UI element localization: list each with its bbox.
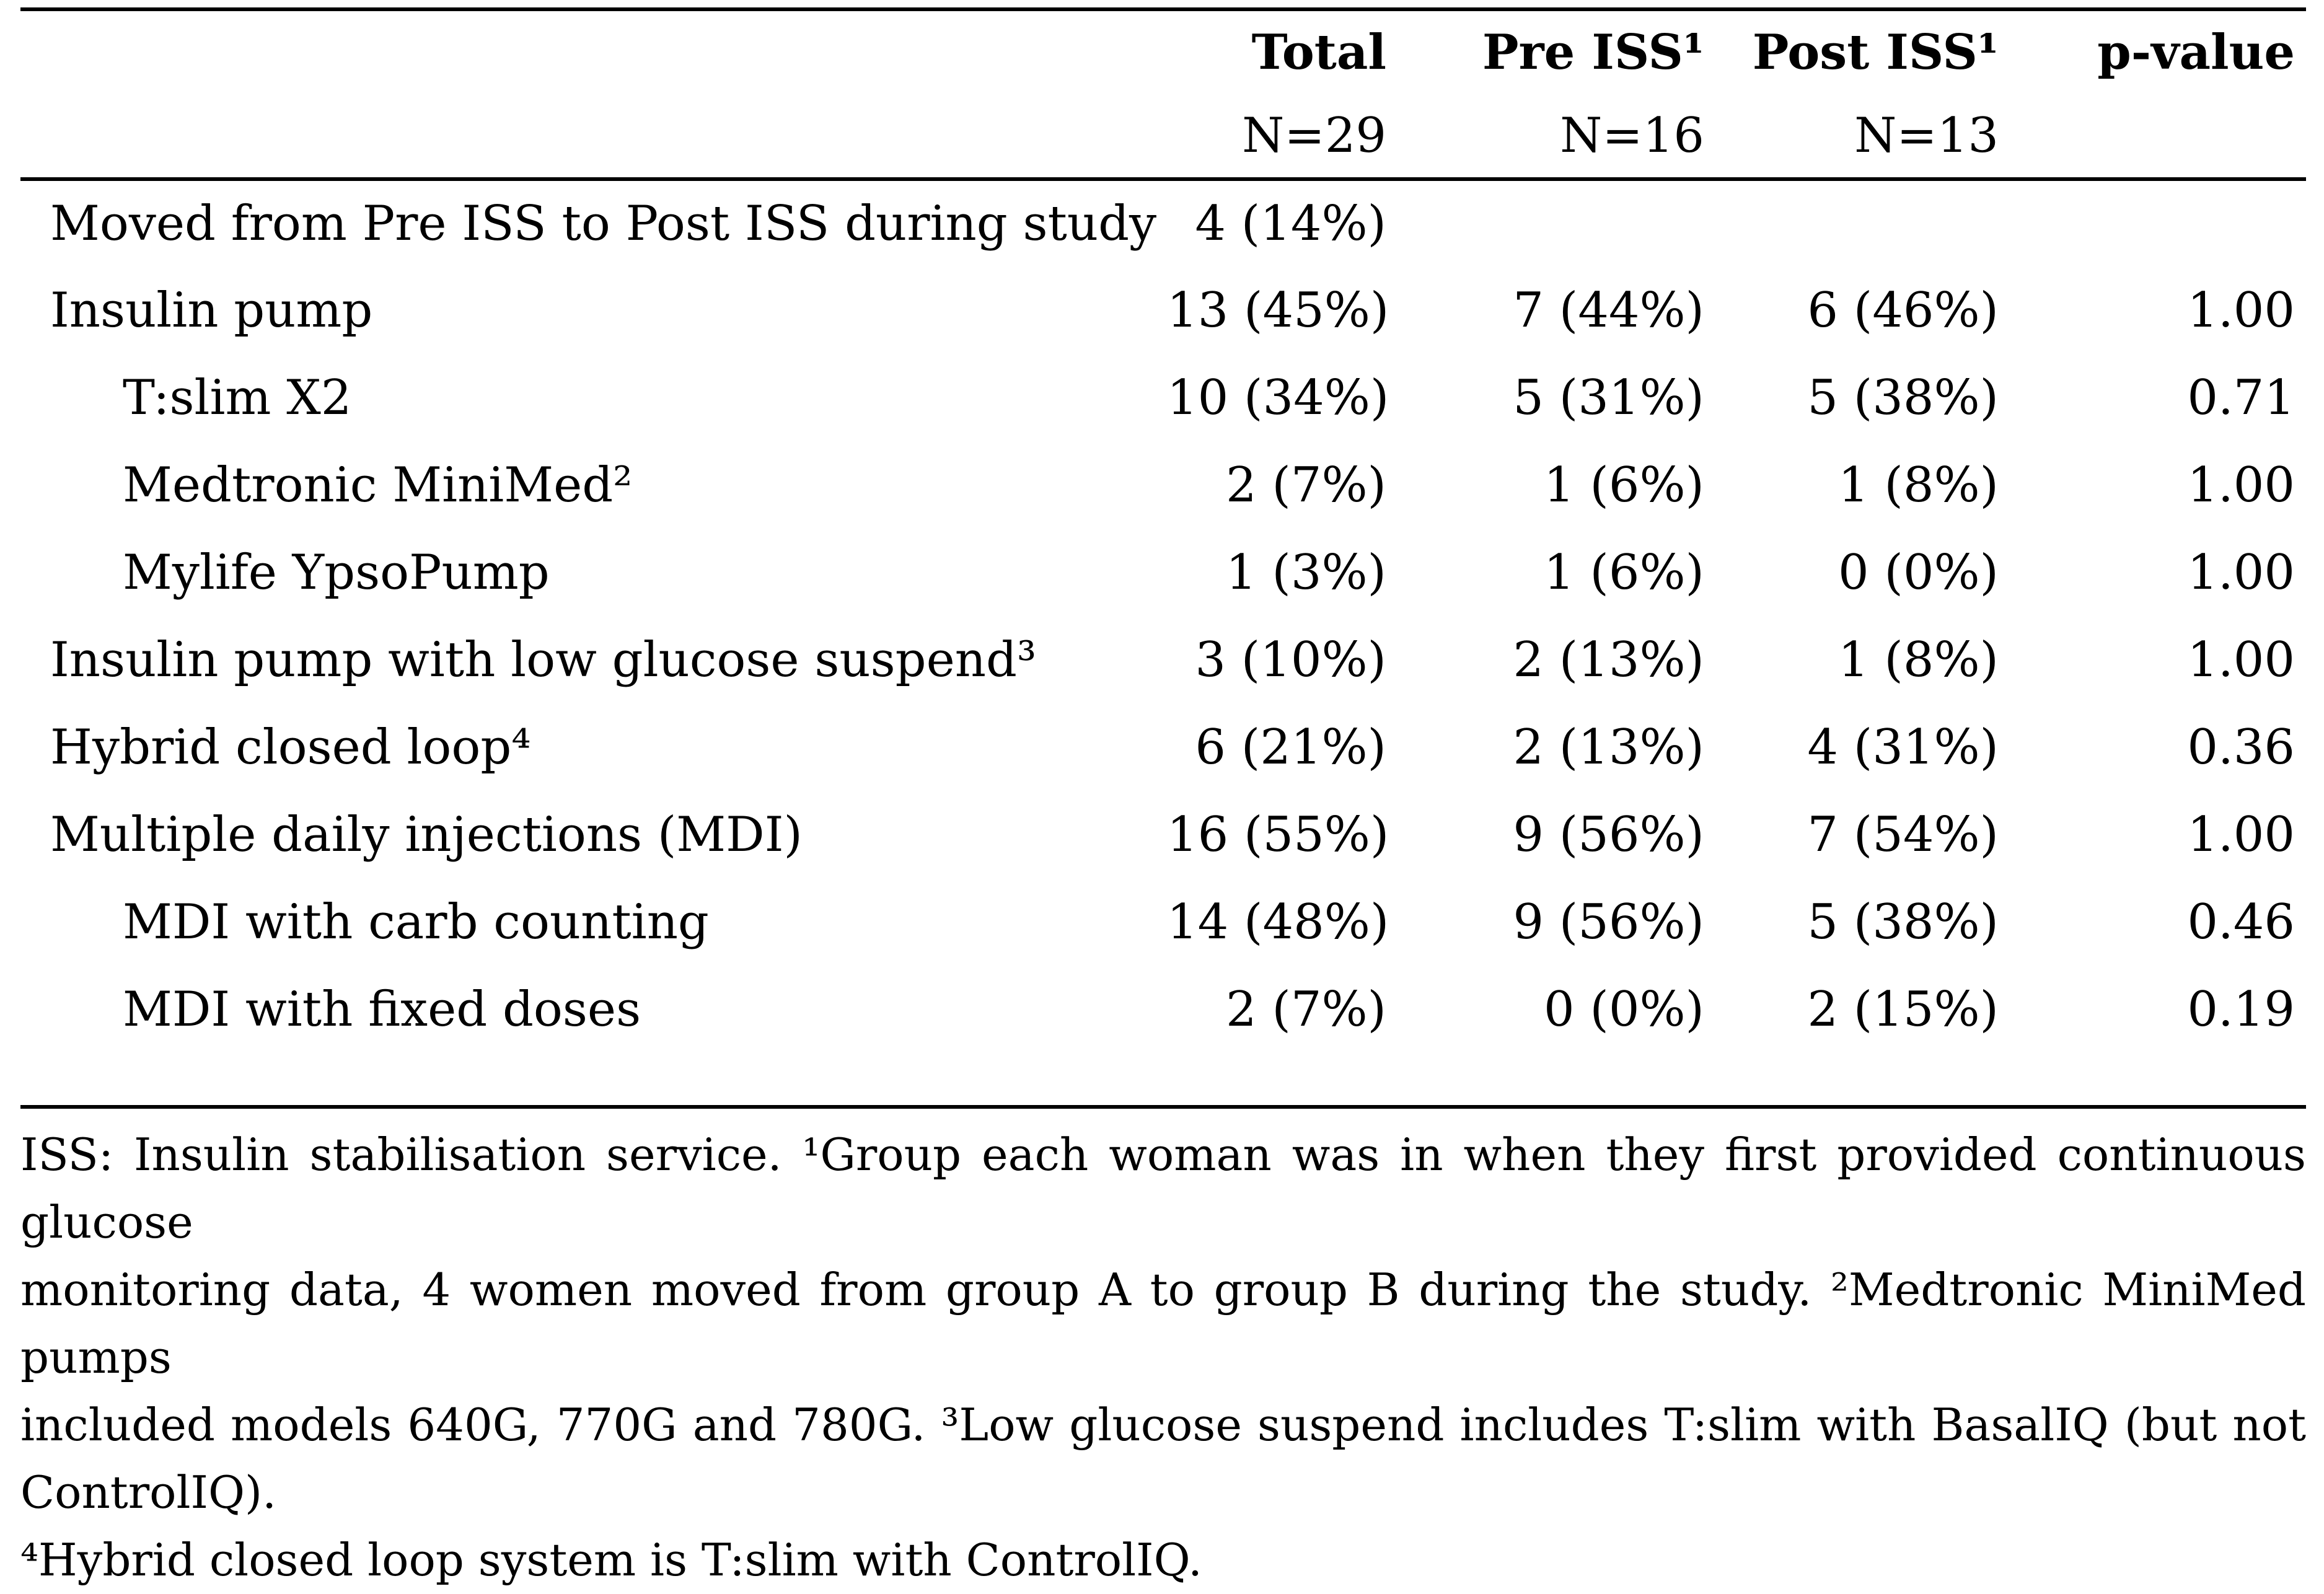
row-label: Hybrid closed loop⁴: [50, 719, 531, 775]
cell-pre: 0 (0%): [1543, 981, 1704, 1037]
cell-p-value: 0.36: [2187, 719, 2295, 775]
table-bottom-rule: [20, 1105, 2306, 1109]
column-header-total: Total: [1251, 24, 1386, 81]
cell-post: 4 (31%): [1807, 719, 1999, 775]
cell-total: 16 (55%): [1167, 806, 1389, 863]
cell-pre: 7 (44%): [1513, 282, 1704, 338]
row-label: Mylife YpsoPump: [123, 544, 550, 601]
footnote-line: included models 640G, 770G and 780G. ³Lo…: [20, 1399, 2306, 1518]
column-header-pre-iss: Pre ISS¹: [1482, 24, 1704, 81]
cell-pre: 5 (31%): [1513, 369, 1704, 426]
row-label: Insulin pump with low glucose suspend³: [50, 632, 1037, 688]
cell-total: 2 (7%): [1225, 457, 1386, 513]
table-row: Insulin pump 13 (45%) 7 (44%) 6 (46%) 1.…: [20, 266, 2306, 354]
cell-total: 3 (10%): [1195, 632, 1386, 688]
header-empty-cell: [20, 11, 1167, 94]
cell-total: 2 (7%): [1225, 981, 1386, 1037]
cell-total: 4 (14%): [1195, 196, 1386, 252]
cell-post: 7 (54%): [1807, 806, 1999, 863]
cell-post: [1709, 179, 2004, 266]
cell-p-value: 0.46: [2187, 894, 2295, 950]
cell-pre: 2 (13%): [1513, 632, 1704, 688]
cell-total: 10 (34%): [1167, 369, 1389, 426]
cell-total: 6 (21%): [1195, 719, 1386, 775]
row-label: Medtronic MiniMed²: [123, 457, 633, 513]
table-row: MDI with carb counting 14 (48%) 9 (56%) …: [20, 878, 2306, 966]
table-top-rule: [20, 7, 2306, 11]
header-row: Total Pre ISS¹ Post ISS¹ p-value: [20, 11, 2306, 94]
table-row: Mylife YpsoPump 1 (3%) 1 (6%) 0 (0%) 1.0…: [20, 529, 2306, 616]
table-row: Insulin pump with low glucose suspend³ 3…: [20, 616, 2306, 703]
cell-pre: [1390, 179, 1709, 266]
cell-pre: 2 (13%): [1513, 719, 1704, 775]
footnote-line: monitoring data, 4 women moved from grou…: [20, 1264, 2306, 1383]
row-label: Multiple daily injections (MDI): [50, 806, 803, 863]
footnote-line: ⁴Hybrid closed loop system is T:slim wit…: [20, 1534, 1202, 1586]
row-label: MDI with fixed doses: [123, 981, 641, 1037]
cell-p-value: [2004, 179, 2306, 266]
cell-total: 14 (48%): [1167, 894, 1389, 950]
cell-total: 1 (3%): [1225, 544, 1386, 601]
row-label: Insulin pump: [50, 282, 373, 338]
table-row: MDI with fixed doses 2 (7%) 0 (0%) 2 (15…: [20, 966, 2306, 1053]
cell-p-value: 1.00: [2187, 282, 2295, 338]
cell-pre: 9 (56%): [1513, 806, 1704, 863]
cell-post: 6 (46%): [1807, 282, 1999, 338]
table-row: Multiple daily injections (MDI) 16 (55%)…: [20, 791, 2306, 878]
column-header-p-value: p-value: [2097, 24, 2295, 81]
table-row: Hybrid closed loop⁴ 6 (21%) 2 (13%) 4 (3…: [20, 703, 2306, 791]
cell-post: 5 (38%): [1807, 894, 1999, 950]
footnote: ISS: Insulin stabilisation service. ¹Gro…: [20, 1121, 2306, 1594]
subheader-row: N=29 N=16 N=13: [20, 94, 2306, 179]
row-label: MDI with carb counting: [123, 894, 709, 950]
table-header: Total Pre ISS¹ Post ISS¹ p-value N=29 N=…: [20, 11, 2306, 179]
study-table: Total Pre ISS¹ Post ISS¹ p-value N=29 N=…: [20, 11, 2306, 1053]
cell-post: 2 (15%): [1807, 981, 1999, 1037]
cell-p-value: 0.19: [2187, 981, 2295, 1037]
row-label: T:slim X2: [123, 369, 352, 426]
cell-post: 1 (8%): [1838, 632, 1999, 688]
table-body: Moved from Pre ISS to Post ISS during st…: [20, 179, 2306, 1053]
cell-post: 1 (8%): [1838, 457, 1999, 513]
cell-total: 13 (45%): [1167, 282, 1389, 338]
cell-p-value: 1.00: [2187, 457, 2295, 513]
cell-p-value: 1.00: [2187, 806, 2295, 863]
page: Total Pre ISS¹ Post ISS¹ p-value N=29 N=…: [0, 7, 2324, 1594]
footnote-line: ISS: Insulin stabilisation service. ¹Gro…: [20, 1129, 2306, 1248]
table-row: T:slim X2 10 (34%) 5 (31%) 5 (38%) 0.71: [20, 354, 2306, 441]
table-row: Medtronic MiniMed² 2 (7%) 1 (6%) 1 (8%) …: [20, 441, 2306, 529]
cell-p-value: 0.71: [2187, 369, 2295, 426]
subheader-empty-cell: [20, 94, 1167, 179]
column-header-post-iss: Post ISS¹: [1752, 24, 1999, 81]
table-row: Moved from Pre ISS to Post ISS during st…: [20, 179, 2306, 266]
subheader-n-post: N=13: [1854, 108, 1999, 164]
cell-pre: 1 (6%): [1543, 457, 1704, 513]
cell-post: 5 (38%): [1807, 369, 1999, 426]
row-label: Moved from Pre ISS to Post ISS during st…: [50, 196, 1157, 252]
subheader-n-pvalue: [2004, 94, 2306, 179]
cell-p-value: 1.00: [2187, 632, 2295, 688]
subheader-n-pre: N=16: [1560, 108, 1704, 164]
cell-pre: 9 (56%): [1513, 894, 1704, 950]
cell-pre: 1 (6%): [1543, 544, 1704, 601]
cell-p-value: 1.00: [2187, 544, 2295, 601]
cell-post: 0 (0%): [1838, 544, 1999, 601]
subheader-n-total: N=29: [1242, 108, 1386, 164]
